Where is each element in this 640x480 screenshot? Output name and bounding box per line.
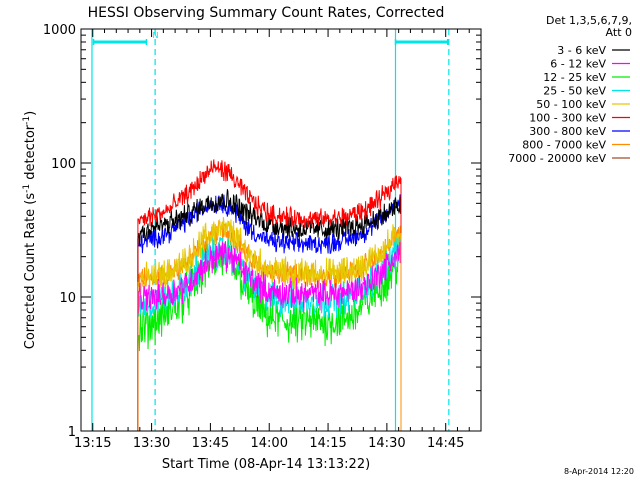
y-label-sup1: -1	[22, 184, 32, 193]
legend-label-4: 50 - 100 keV	[536, 98, 606, 111]
legend-label-7: 800 - 7000 keV	[522, 139, 606, 152]
x-tick-label-2: 13:45	[192, 436, 229, 451]
legend-label-8: 7000 - 20000 keV	[508, 152, 606, 165]
series-line-5	[137, 159, 402, 431]
legend-label-5: 100 - 300 keV	[529, 112, 606, 125]
y-label-end: )	[23, 111, 38, 116]
legend-label-6: 300 - 800 keV	[529, 125, 606, 138]
y-tick-label-0: 1	[68, 425, 76, 440]
y-label-main: Corrected Count Rate (s	[23, 193, 38, 350]
attenuator-flag-0: N	[152, 31, 158, 40]
series-line-4	[137, 216, 402, 431]
x-tick-label-0: 13:15	[74, 436, 111, 451]
y-label-sup2: -1	[22, 116, 32, 125]
y-tick-label-1: 10	[59, 291, 76, 306]
legend-header-0: Det 1,3,5,6,7,9,	[546, 14, 632, 27]
x-axis-label: Start Time (08-Apr-14 13:13:22)	[162, 457, 370, 472]
x-tick-label-6: 14:45	[427, 436, 464, 451]
legend-label-3: 25 - 50 keV	[543, 85, 606, 98]
y-tick-label-2: 100	[51, 157, 76, 172]
footer-timestamp: 8-Apr-2014 12:20	[564, 467, 634, 476]
x-tick-label-5: 14:30	[368, 436, 405, 451]
x-tick-label-1: 13:30	[133, 436, 170, 451]
y-axis-label: Corrected Count Rate (s-1 detector-1)	[22, 111, 38, 349]
axes: 13:15 13:30 13:45 14:00 14:15 14:30 14:45 1 10 10…	[43, 23, 481, 451]
x-tick-label-4: 14:15	[309, 436, 346, 451]
y-label-mid: detector	[23, 124, 38, 184]
attenuator-bars: N	[92, 31, 449, 45]
legend-label-1: 6 - 12 keV	[550, 58, 606, 71]
legend-label-0: 3 - 6 keV	[557, 44, 606, 57]
x-tick-label-3: 14:00	[251, 436, 288, 451]
y-tick-label-3: 1000	[43, 23, 76, 38]
series-line-1	[137, 241, 402, 431]
legend-header-1: Att 0	[606, 26, 632, 39]
series-lines	[137, 159, 402, 431]
chart-title: HESSI Observing Summary Count Rates, Cor…	[88, 5, 445, 21]
legend-label-2: 12 - 25 keV	[543, 71, 606, 84]
